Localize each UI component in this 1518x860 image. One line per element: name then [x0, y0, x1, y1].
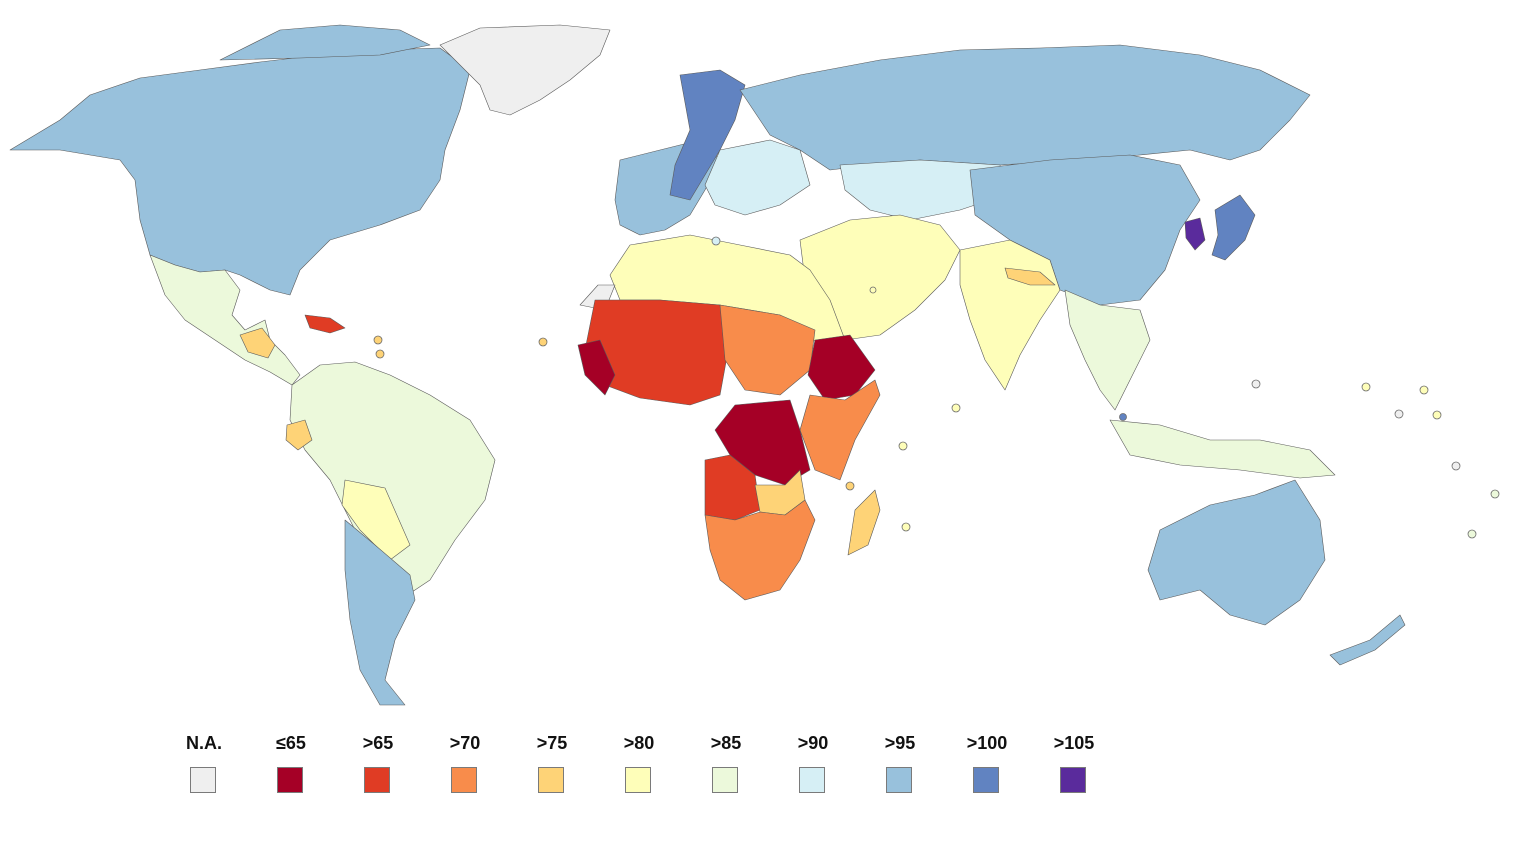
- legend-label: >90: [797, 733, 829, 753]
- region-madagascar: [847, 489, 881, 556]
- legend-item: >80: [595, 733, 683, 803]
- region-central-europe-scandinavia: [669, 69, 746, 201]
- region-china-mongolia: [969, 154, 1201, 306]
- legend-item: >75: [508, 733, 596, 803]
- legend-label: >75: [536, 733, 568, 753]
- legend-swatch: [538, 767, 564, 793]
- legend-item: N.A.: [160, 733, 248, 803]
- legend-label: >85: [710, 733, 742, 753]
- legend-swatch: [451, 767, 477, 793]
- legend-swatch: [973, 767, 999, 793]
- island-marker: [1419, 385, 1429, 395]
- region-eastern-europe: [704, 139, 811, 216]
- legend-label: >70: [449, 733, 481, 753]
- legend-label: ≤65: [276, 733, 306, 753]
- island-marker: [869, 286, 877, 294]
- island-marker: [1361, 382, 1371, 392]
- region-canada-islands: [219, 24, 431, 61]
- region-japan: [1211, 194, 1256, 261]
- island-marker: [375, 349, 385, 359]
- region-southeast-asia: [1064, 289, 1151, 411]
- island-marker: [1451, 461, 1461, 471]
- legend-label: >65: [362, 733, 394, 753]
- island-marker: [898, 441, 908, 451]
- island-marker: [1251, 379, 1261, 389]
- region-argentina-chile: [344, 519, 416, 706]
- legend-swatch: [712, 767, 738, 793]
- legend-swatch: [625, 767, 651, 793]
- island-marker: [1432, 410, 1442, 420]
- region-north-america: [9, 47, 471, 296]
- region-west-africa-coast: [577, 339, 616, 396]
- legend-label: N.A.: [186, 733, 222, 753]
- legend-swatch: [799, 767, 825, 793]
- legend-item: >95: [856, 733, 944, 803]
- legend-label: >100: [966, 733, 1008, 753]
- legend-swatch: [1060, 767, 1086, 793]
- region-east-africa: [799, 379, 881, 481]
- region-central-asia: [839, 159, 1006, 221]
- legend-item: >65: [334, 733, 422, 803]
- region-ecuador: [285, 419, 313, 451]
- island-marker: [538, 337, 548, 347]
- island-marker: [711, 236, 721, 246]
- region-greenland: [439, 24, 611, 116]
- legend-item: ≤65: [247, 733, 335, 803]
- region-india: [959, 239, 1061, 391]
- island-marker: [1490, 489, 1500, 499]
- region-new-zealand: [1329, 614, 1406, 666]
- island-marker: [901, 522, 911, 532]
- island-marker: [1394, 409, 1404, 419]
- legend-swatch: [277, 767, 303, 793]
- legend-label: >80: [623, 733, 655, 753]
- region-indonesia-png: [1109, 419, 1336, 479]
- region-sudan-chad: [719, 304, 816, 396]
- legend-swatch: [886, 767, 912, 793]
- legend-item: >85: [682, 733, 770, 803]
- island-marker: [951, 403, 961, 413]
- region-southern-africa: [704, 499, 816, 601]
- map-legend: N.A. ≤65 >65 >70 >75 >80 >85 >90 >95 >100 >105: [160, 733, 1140, 813]
- legend-swatch: [364, 767, 390, 793]
- legend-item: >105: [1030, 733, 1118, 803]
- region-russia: [739, 44, 1311, 171]
- legend-item: >70: [421, 733, 509, 803]
- legend-item: >90: [769, 733, 857, 803]
- legend-item: >100: [943, 733, 1031, 803]
- region-australia: [1147, 479, 1326, 626]
- legend-label: >95: [884, 733, 916, 753]
- island-marker: [1119, 413, 1127, 421]
- legend-swatch: [190, 767, 216, 793]
- island-marker: [845, 481, 855, 491]
- island-marker: [373, 335, 383, 345]
- region-caribbean: [304, 314, 346, 334]
- region-korea: [1184, 217, 1206, 251]
- region-guatemala-honduras: [239, 327, 276, 359]
- region-south-america: [289, 361, 496, 601]
- region-nepal: [1004, 267, 1056, 286]
- world-map: [9, 24, 1500, 706]
- island-marker: [1467, 529, 1477, 539]
- legend-label: >105: [1053, 733, 1095, 753]
